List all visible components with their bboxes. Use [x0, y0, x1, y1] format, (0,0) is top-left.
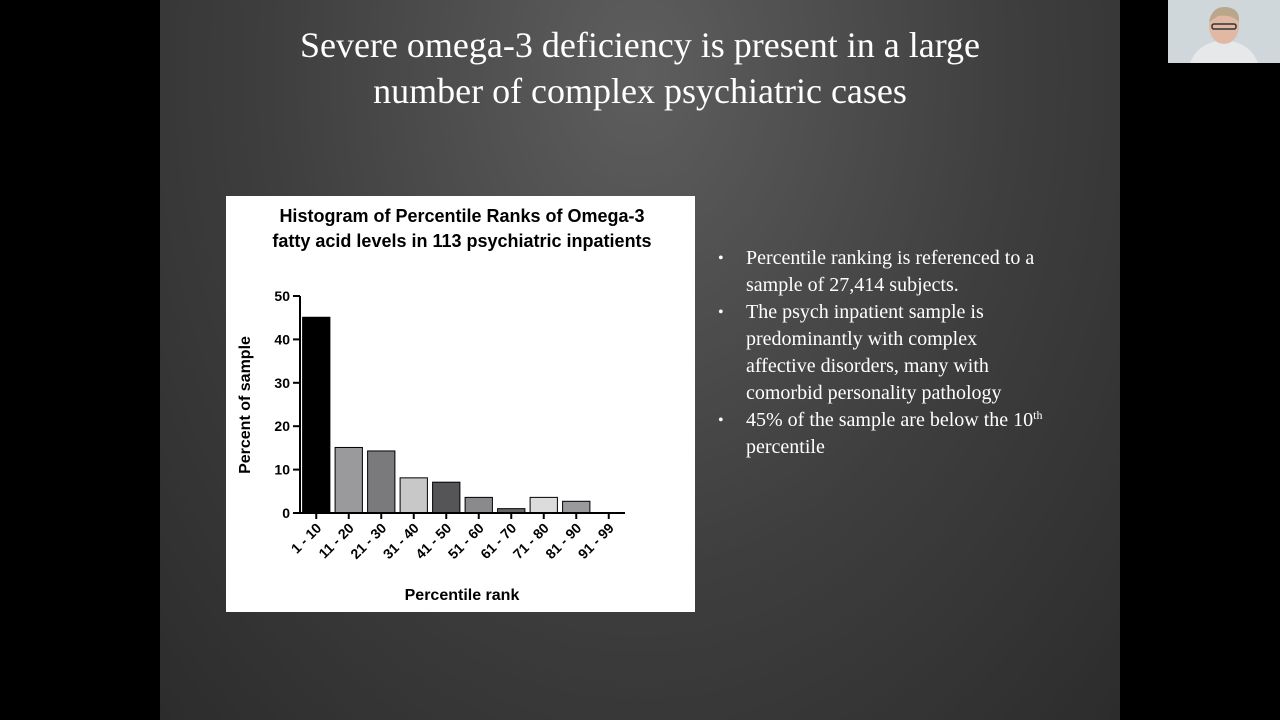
bullet: Percentile ranking is referenced to a sa…: [718, 245, 1046, 299]
superscript: th: [1033, 408, 1043, 422]
y-tick-label: 30: [274, 375, 290, 391]
x-axis-label: Percentile rank: [405, 587, 520, 604]
bar: [399, 477, 428, 514]
y-axis-label: Percent of sample: [237, 336, 254, 474]
bar: [562, 500, 591, 514]
y-tick-label: 20: [274, 418, 290, 434]
bar: [302, 316, 331, 514]
webcam: [1168, 0, 1280, 63]
bar: [432, 481, 461, 514]
y-tick-label: 50: [274, 288, 290, 304]
chart-title: fatty acid levels in 113 psychiatric inp…: [272, 231, 651, 251]
y-tick-label: 0: [282, 505, 290, 521]
slide-title: Severe omega-3 deficiency is present in …: [160, 22, 1120, 114]
bar: [529, 496, 558, 514]
y-tick-label: 10: [274, 462, 290, 478]
title-line: Severe omega-3 deficiency is present in …: [299, 25, 981, 65]
bar: [334, 446, 363, 514]
title-line: number of complex psychiatric cases: [373, 71, 907, 111]
bar: [367, 450, 396, 514]
y-tick-label: 40: [274, 331, 290, 347]
webcam-image: [1168, 0, 1280, 63]
bar: [464, 496, 493, 514]
bullet: The psych inpatient sample is predominan…: [718, 299, 1046, 407]
bullet-list: Percentile ranking is referenced to a sa…: [718, 245, 1046, 461]
bullet: 45% of the sample are below the 10th per…: [718, 407, 1046, 461]
chart-title: Histogram of Percentile Ranks of Omega-3: [279, 206, 644, 226]
bullet-text: percentile: [746, 436, 825, 458]
bullet-text: 45% of the sample are below the 10: [746, 409, 1034, 431]
